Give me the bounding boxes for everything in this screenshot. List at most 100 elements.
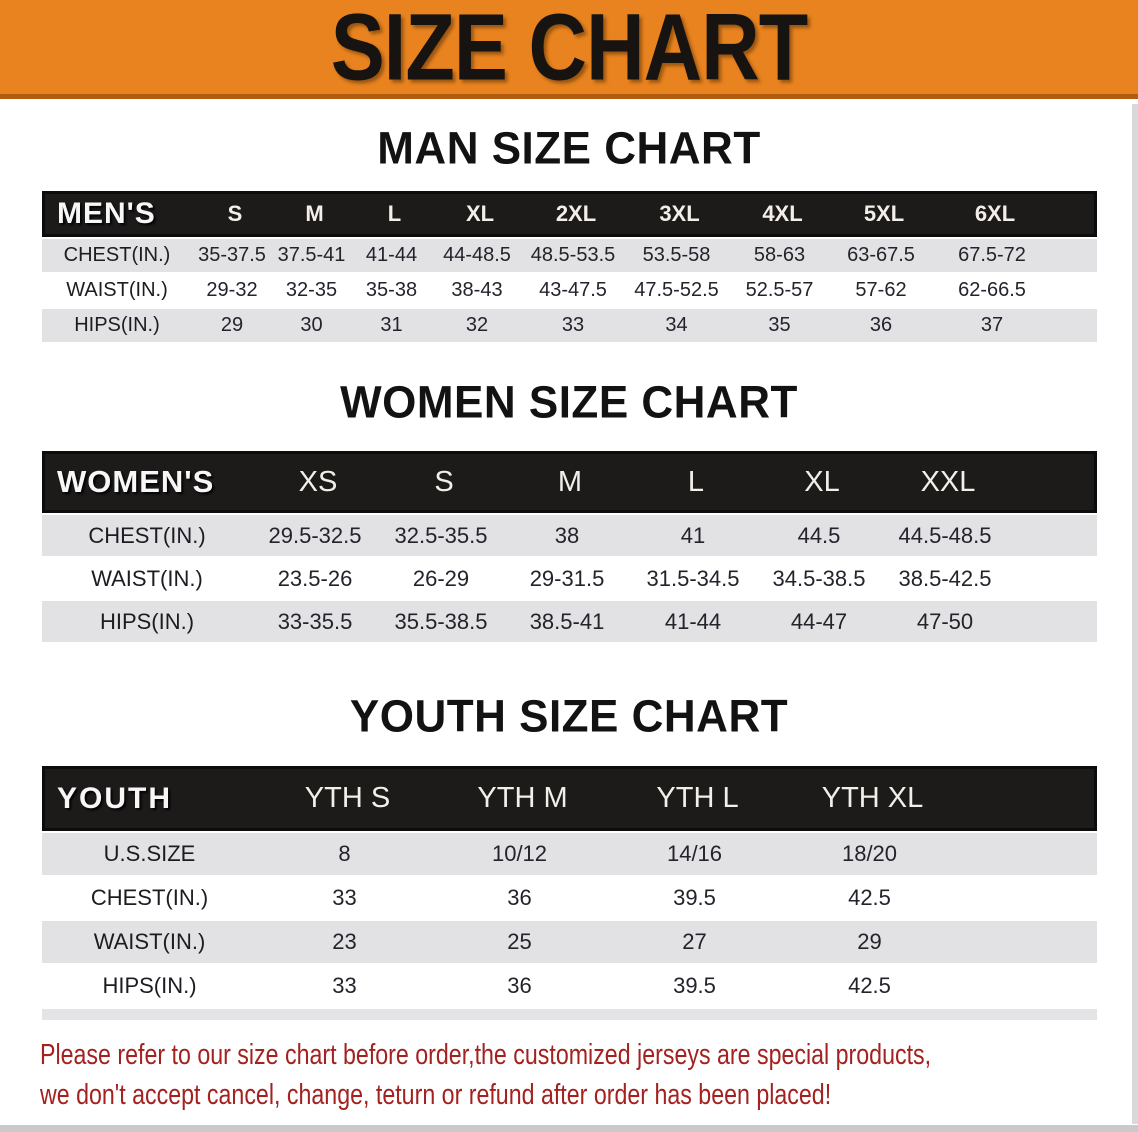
- youth-size-column-header: YTH L: [656, 782, 739, 814]
- youth-measurement-cell: 39.5: [673, 973, 716, 998]
- men-size-column-header: 4XL: [762, 201, 803, 226]
- women-measurement-cell: 33-35.5: [277, 608, 353, 634]
- men-measurement-cell: 43-47.5: [539, 279, 607, 301]
- youth-row-label: WAIST(IN.): [93, 929, 206, 954]
- men-measurement-cell: 36: [869, 314, 893, 336]
- women-measurement-cell: 35.5-38.5: [394, 608, 488, 634]
- women-size-column-header: XXL: [920, 465, 976, 498]
- women-row-label: CHEST(IN.): [88, 522, 206, 548]
- youth-measurement-cell: 36: [507, 885, 532, 910]
- men-measurement-cell: 30: [300, 314, 323, 336]
- men-table-row: HIPS(IN.) 29 30 31 32 33 34 35 36 37: [42, 309, 1097, 342]
- men-measurement-cell: 37: [980, 314, 1004, 336]
- men-size-column-header: 2XL: [555, 201, 597, 226]
- youth-measurement-cell: 25: [507, 929, 532, 954]
- men-measurement-cell: 41-44: [365, 244, 418, 266]
- women-measurement-cell: 29.5-32.5: [268, 522, 362, 548]
- men-measurement-cell: 57-62: [855, 279, 907, 301]
- men-size-column-header: 3XL: [659, 201, 700, 226]
- men-measurement-cell: 35-37.5: [198, 244, 266, 266]
- women-table-header-band: WOMEN'S XS S M L XL XXL: [42, 451, 1097, 513]
- youth-measurement-cell: 33: [332, 973, 357, 998]
- men-measurement-cell: 58-63: [753, 244, 806, 266]
- youth-measurement-cell: 36: [507, 973, 532, 998]
- women-measurement-cell: 31.5-34.5: [646, 565, 740, 591]
- men-size-table: MEN'S S M L XL 2XL 3XL 4XL 5XL 6XL CHEST(IN.) 35-3…: [42, 191, 1097, 342]
- men-measurement-cell: 29-32: [206, 279, 258, 301]
- women-measurement-cell: 41-44: [664, 608, 722, 634]
- women-measurement-cell: 32.5-35.5: [394, 522, 488, 548]
- men-measurement-cell: 33: [561, 314, 585, 336]
- youth-measurement-cell: 14/16: [666, 841, 723, 866]
- youth-measurement-cell: 42.5: [848, 973, 891, 998]
- youth-table-row: CHEST(IN.) 33 36 39.5 42.5: [42, 877, 1097, 919]
- men-measurement-cell: 29: [220, 314, 244, 336]
- men-size-column-header: M: [305, 201, 324, 226]
- women-table-row: HIPS(IN.) 33-35.5 35.5-38.5 38.5-41 41-44 44-…: [42, 601, 1097, 642]
- youth-corner-label: YOUTH: [57, 781, 172, 815]
- youth-table-header-band: YOUTH YTH S YTH M YTH L YTH XL: [42, 766, 1097, 831]
- men-measurement-cell: 48.5-53.5: [530, 244, 616, 266]
- women-size-column-header: XS: [298, 465, 338, 498]
- women-measurement-cell: 47-50: [916, 608, 974, 634]
- men-measurement-cell: 35: [768, 314, 791, 336]
- men-size-column-header: S: [227, 201, 243, 226]
- youth-table-bottom-strip: [42, 1009, 1097, 1020]
- youth-row-label: CHEST(IN.): [90, 885, 209, 910]
- men-size-column-header: 6XL: [974, 201, 1016, 226]
- men-measurement-cell: 32-35: [285, 279, 338, 301]
- youth-measurement-cell: 29: [857, 929, 882, 954]
- youth-row-label: HIPS(IN.): [102, 973, 197, 998]
- women-measurement-cell: 26-29: [412, 565, 470, 591]
- men-measurement-cell: 38-43: [451, 279, 503, 301]
- men-size-column-header: XL: [465, 201, 495, 226]
- men-table-header-band: MEN'S S M L XL 2XL 3XL 4XL 5XL 6XL: [42, 191, 1097, 237]
- men-table-row: WAIST(IN.) 29-32 32-35 35-38 38-43 43-47.5 47.…: [42, 274, 1097, 307]
- women-size-table: WOMEN'S XS S M L XL XXL CHEST(IN.) 29.5-32.5 32.…: [42, 451, 1097, 642]
- women-measurement-cell: 38.5-41: [529, 608, 605, 634]
- youth-measurement-cell: 18/20: [841, 841, 898, 866]
- youth-measurement-cell: 10/12: [491, 841, 548, 866]
- youth-section-heading: YOUTH SIZE CHART: [349, 690, 789, 742]
- men-measurement-cell: 67.5-72: [958, 244, 1026, 266]
- women-measurement-cell: 44-47: [790, 608, 848, 634]
- men-measurement-cell: 37.5-41: [277, 244, 346, 266]
- men-measurement-cell: 32: [465, 314, 489, 336]
- men-size-column-header: L: [387, 201, 402, 226]
- youth-measurement-cell: 27: [682, 929, 707, 954]
- women-size-column-header: XL: [804, 465, 840, 498]
- disclaimer-line-1: Please refer to our size chart before or…: [40, 1039, 932, 1071]
- women-row-label: WAIST(IN.): [91, 565, 203, 591]
- men-measurement-cell: 63-67.5: [847, 244, 915, 266]
- youth-table-row: HIPS(IN.) 33 36 39.5 42.5: [42, 965, 1097, 1007]
- men-measurement-cell: 62-66.5: [958, 279, 1026, 301]
- women-measurement-cell: 34.5-38.5: [772, 565, 866, 591]
- men-table-row: CHEST(IN.) 35-37.5 37.5-41 41-44 44-48.5 48.5…: [42, 239, 1097, 272]
- image-edge-artifact-right: [1132, 104, 1138, 1124]
- women-measurement-cell: 44.5-48.5: [898, 522, 992, 548]
- youth-size-column-header: YTH S: [304, 782, 391, 814]
- women-row-label: HIPS(IN.): [99, 608, 195, 634]
- image-edge-artifact-bottom: [0, 1125, 1138, 1132]
- women-measurement-cell: 29-31.5: [529, 565, 605, 591]
- women-size-column-header: S: [434, 465, 454, 498]
- youth-size-column-header: YTH XL: [821, 782, 924, 814]
- women-section-heading: WOMEN SIZE CHART: [340, 376, 798, 428]
- women-corner-label: WOMEN'S: [57, 464, 215, 499]
- women-table-row: CHEST(IN.) 29.5-32.5 32.5-35.5 38 41 44.5 44.5…: [42, 515, 1097, 556]
- men-section-heading: MAN SIZE CHART: [377, 122, 761, 174]
- youth-size-column-header: YTH M: [477, 782, 568, 814]
- men-corner-label: MEN'S: [57, 197, 156, 230]
- disclaimer-line-2: we don't accept cancel, change, teturn o…: [40, 1079, 832, 1111]
- women-size-column-header: M: [557, 465, 583, 498]
- youth-size-table: YOUTH YTH S YTH M YTH L YTH XL U.S.SIZE 8 10/1…: [42, 766, 1097, 1007]
- men-measurement-cell: 31: [380, 314, 403, 336]
- page-title: SIZE CHART: [330, 0, 808, 100]
- women-measurement-cell: 38.5-42.5: [898, 565, 992, 591]
- youth-row-label: U.S.SIZE: [103, 841, 196, 866]
- men-measurement-cell: 34: [665, 314, 688, 336]
- women-size-column-header: L: [687, 465, 705, 498]
- men-measurement-cell: 44-48.5: [443, 244, 511, 266]
- women-table-row: WAIST(IN.) 23.5-26 26-29 29-31.5 31.5-34.5 34…: [42, 558, 1097, 599]
